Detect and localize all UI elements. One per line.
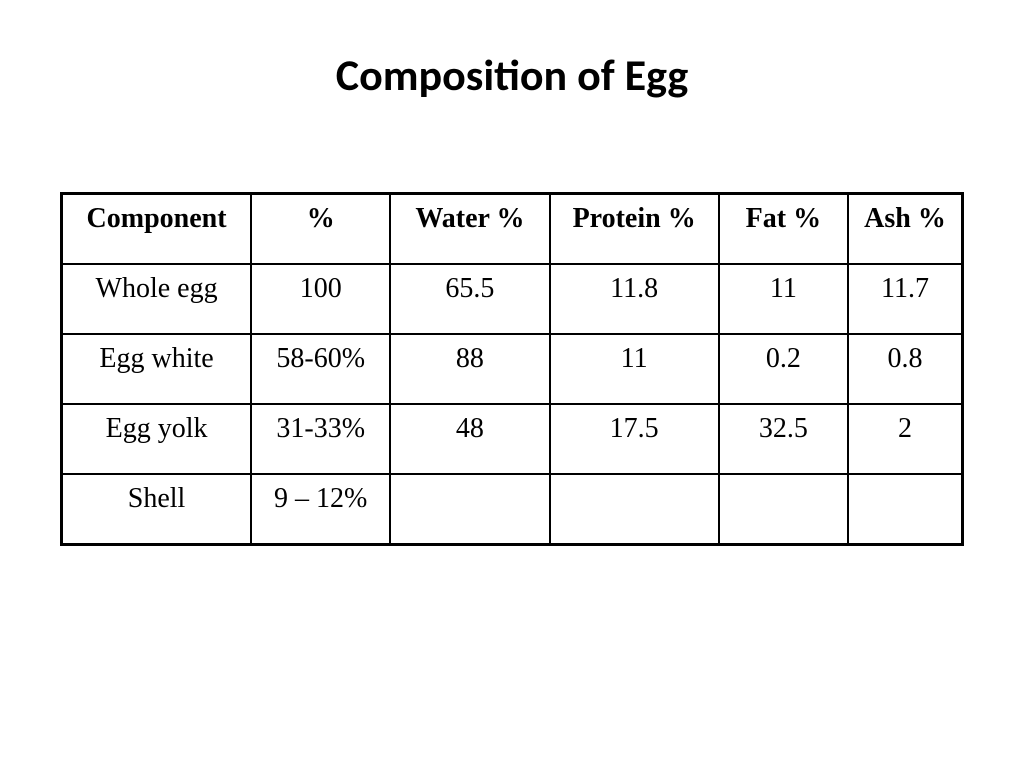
table-row: Whole egg 100 65.5 11.8 11 11.7 <box>62 264 963 334</box>
cell-component: Egg white <box>62 334 252 404</box>
col-header-component: Component <box>62 194 252 265</box>
cell-fat: 11 <box>719 264 848 334</box>
col-header-ash: Ash % <box>848 194 962 265</box>
cell-component: Shell <box>62 474 252 545</box>
cell-water: 48 <box>390 404 549 474</box>
cell-protein: 17.5 <box>550 404 719 474</box>
col-header-protein: Protein % <box>550 194 719 265</box>
cell-ash <box>848 474 962 545</box>
table-row: Egg white 58-60% 88 11 0.2 0.8 <box>62 334 963 404</box>
cell-percent: 58-60% <box>251 334 390 404</box>
cell-protein: 11.8 <box>550 264 719 334</box>
cell-ash: 2 <box>848 404 962 474</box>
page-title: Composition of Egg <box>60 48 964 102</box>
cell-water: 65.5 <box>390 264 549 334</box>
cell-percent: 9 – 12% <box>251 474 390 545</box>
cell-fat: 32.5 <box>719 404 848 474</box>
cell-water <box>390 474 549 545</box>
cell-ash: 0.8 <box>848 334 962 404</box>
table-container: Component % Water % Protein % Fat % Ash … <box>60 192 964 546</box>
cell-water: 88 <box>390 334 549 404</box>
cell-component: Egg yolk <box>62 404 252 474</box>
cell-percent: 31-33% <box>251 404 390 474</box>
cell-fat: 0.2 <box>719 334 848 404</box>
cell-component: Whole egg <box>62 264 252 334</box>
table-header-row: Component % Water % Protein % Fat % Ash … <box>62 194 963 265</box>
table-row: Egg yolk 31-33% 48 17.5 32.5 2 <box>62 404 963 474</box>
col-header-fat: Fat % <box>719 194 848 265</box>
table-row: Shell 9 – 12% <box>62 474 963 545</box>
cell-protein <box>550 474 719 545</box>
cell-percent: 100 <box>251 264 390 334</box>
cell-ash: 11.7 <box>848 264 962 334</box>
cell-fat <box>719 474 848 545</box>
col-header-percent: % <box>251 194 390 265</box>
composition-table: Component % Water % Protein % Fat % Ash … <box>60 192 964 546</box>
col-header-water: Water % <box>390 194 549 265</box>
cell-protein: 11 <box>550 334 719 404</box>
